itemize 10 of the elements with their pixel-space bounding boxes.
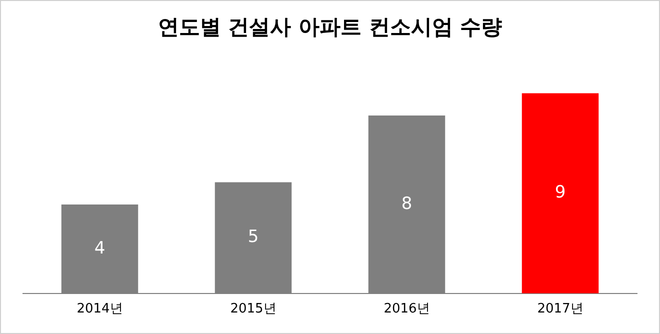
data-label: 4 bbox=[94, 238, 106, 258]
data-label: 8 bbox=[401, 194, 412, 214]
x-tick-label: 2017년 bbox=[537, 302, 584, 317]
x-tick-label: 2014년 bbox=[76, 302, 123, 317]
chart-title: 연도별 건설사 아파트 컨소시엄 수량 bbox=[156, 14, 504, 41]
x-tick-label: 2016년 bbox=[384, 302, 430, 317]
x-tick-label: 2015년 bbox=[230, 302, 276, 317]
bar bbox=[522, 93, 599, 294]
data-label: 9 bbox=[554, 182, 566, 203]
data-label: 5 bbox=[248, 227, 259, 248]
